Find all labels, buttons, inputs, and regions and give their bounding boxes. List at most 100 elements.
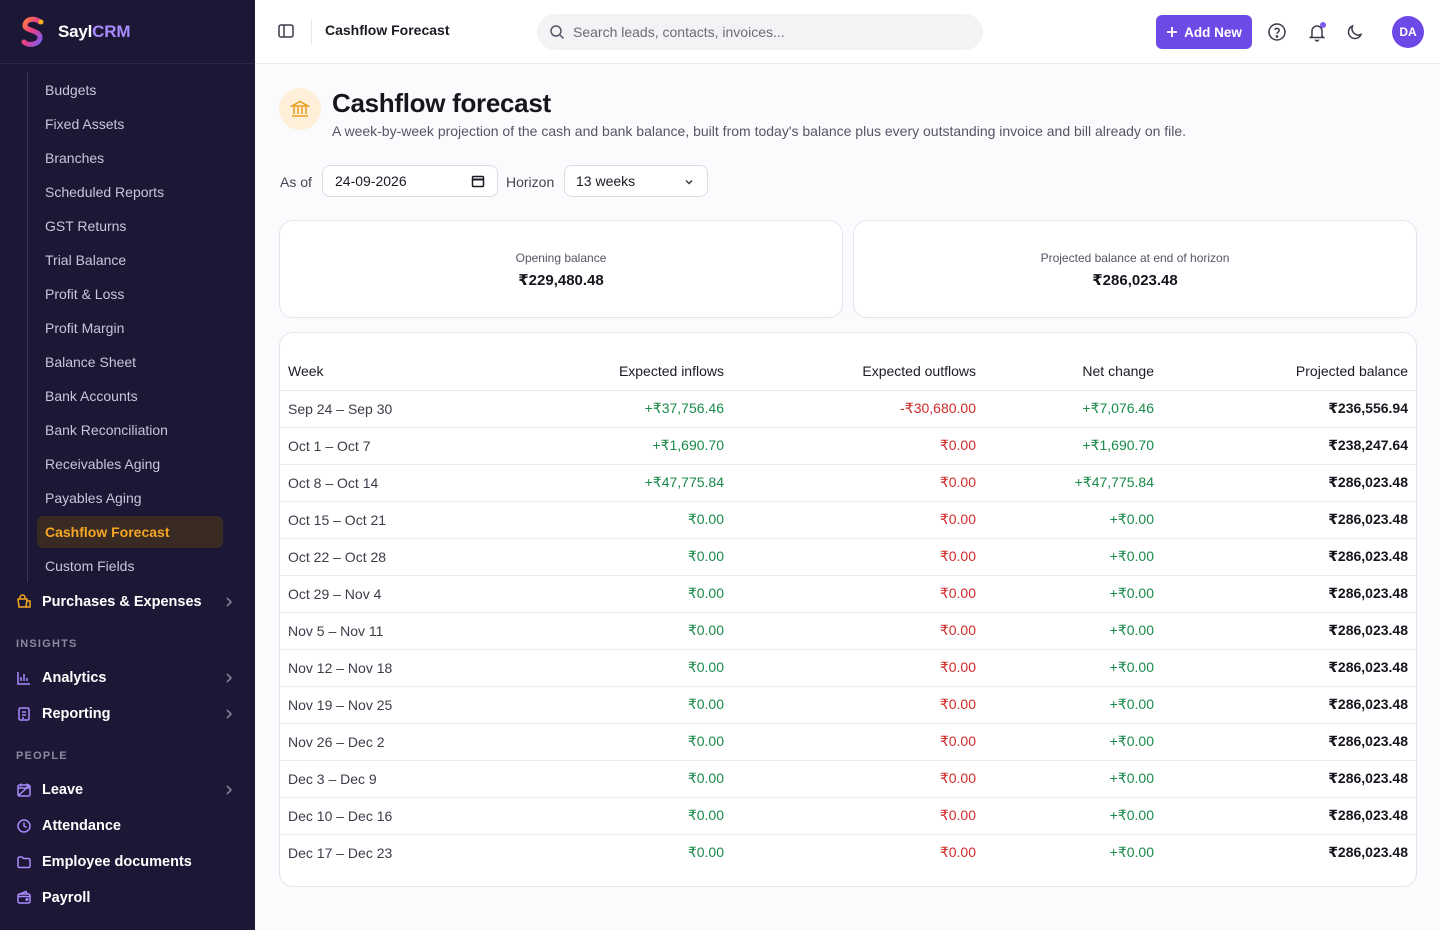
chevron-right-icon — [226, 597, 233, 607]
section-label-people: PEOPLE — [16, 750, 68, 762]
table-row: Oct 29 – Nov 4 ₹0.00 ₹0.00 +₹0.00 ₹286,023.4… — [280, 575, 1416, 613]
section-label-insights: INSIGHTS — [16, 638, 78, 650]
table-row: Dec 10 – Dec 16 ₹0.00 ₹0.00 +₹0.00 ₹286,023.… — [280, 797, 1416, 835]
sidebar-item-scheduled-reports[interactable]: Scheduled Reports — [45, 184, 165, 200]
user-avatar[interactable]: DA — [1392, 16, 1424, 48]
moon-icon[interactable] — [1345, 22, 1365, 42]
sidebar-item-receivables-aging[interactable]: Receivables Aging — [45, 456, 161, 472]
chevron-down-icon — [685, 179, 693, 185]
cell-projected-balance: ₹286,023.48 — [1162, 575, 1416, 613]
nav-leave[interactable]: Leave — [16, 774, 240, 806]
search-bar[interactable] — [537, 14, 983, 50]
cell-net-change: +₹47,775.84 — [984, 464, 1162, 502]
nav-label: Analytics — [42, 670, 107, 686]
projected-balance-label: Projected balance at end of horizon — [1040, 251, 1230, 265]
nav-label: Attendance — [42, 818, 121, 834]
brand[interactable]: SaylCRM — [18, 14, 130, 50]
brand-divider — [0, 63, 255, 64]
notification-dot — [1320, 22, 1326, 28]
nav-label: Reporting — [42, 706, 111, 722]
forecast-table: Week Expected inflows Expected outflows … — [280, 353, 1416, 871]
topbar-divider — [311, 20, 312, 44]
cell-week: Nov 5 – Nov 11 — [280, 612, 580, 650]
cell-week: Oct 15 – Oct 21 — [280, 501, 580, 539]
nav-payroll[interactable]: Payroll — [16, 882, 240, 914]
cell-net-change: +₹0.00 — [984, 538, 1162, 576]
col-header-projected-balance: Projected balance — [1162, 353, 1416, 391]
chevron-right-icon — [226, 673, 233, 683]
sidebar-item-fixed-assets[interactable]: Fixed Assets — [45, 116, 125, 132]
cell-net-change: +₹7,076.46 — [984, 390, 1162, 428]
sidebar-item-payables-aging[interactable]: Payables Aging — [45, 490, 142, 506]
sidebar-item-balance-sheet[interactable]: Balance Sheet — [45, 354, 137, 370]
topbar: Cashflow Forecast Add New DA — [255, 0, 1440, 64]
cell-week: Dec 10 – Dec 16 — [280, 797, 580, 835]
cell-projected-balance: ₹286,023.48 — [1162, 501, 1416, 539]
cell-projected-balance: ₹286,023.48 — [1162, 538, 1416, 576]
opening-balance-value: ₹229,480.48 — [518, 272, 604, 289]
nav-purchases-expenses[interactable]: Purchases & Expenses — [16, 586, 240, 618]
sidebar-item-bank-accounts[interactable]: Bank Accounts — [45, 388, 138, 404]
cell-week: Nov 12 – Nov 18 — [280, 649, 580, 687]
cell-inflows: +₹37,756.46 — [580, 390, 732, 428]
cell-outflows: ₹0.00 — [732, 686, 984, 724]
sidebar-item-cashflow-forecast[interactable]: Cashflow Forecast — [37, 516, 223, 548]
cell-week: Oct 8 – Oct 14 — [280, 464, 580, 502]
nav-analytics[interactable]: Analytics — [16, 662, 240, 694]
nav-label: Leave — [42, 782, 84, 798]
page-breadcrumb: Cashflow Forecast — [325, 22, 450, 38]
cell-outflows: -₹30,680.00 — [732, 390, 984, 428]
projected-balance-value: ₹286,023.48 — [1092, 272, 1178, 289]
chevron-right-icon — [226, 709, 233, 719]
horizon-select[interactable]: 13 weeks — [564, 165, 708, 197]
submenu-rail — [27, 72, 28, 582]
cell-outflows: ₹0.00 — [732, 575, 984, 613]
add-new-label: Add New — [1184, 24, 1242, 40]
table-row: Nov 19 – Nov 25 ₹0.00 ₹0.00 +₹0.00 ₹286,023.… — [280, 686, 1416, 724]
sidebar-item-gst-returns[interactable]: GST Returns — [45, 218, 127, 234]
col-header-inflows: Expected inflows — [580, 353, 732, 391]
nav-reporting[interactable]: Reporting — [16, 698, 240, 730]
cell-week: Oct 1 – Oct 7 — [280, 427, 580, 465]
cell-inflows: ₹0.00 — [580, 686, 732, 724]
cell-net-change: +₹0.00 — [984, 649, 1162, 687]
cell-net-change: +₹0.00 — [984, 501, 1162, 539]
cell-outflows: ₹0.00 — [939, 844, 976, 861]
cell-week: Oct 22 – Oct 28 — [280, 538, 580, 576]
search-icon — [550, 25, 565, 40]
sidebar-item-profit-loss[interactable]: Profit & Loss — [45, 286, 125, 302]
bell-icon — [1308, 25, 1326, 42]
cell-net-change: +₹0.00 — [984, 723, 1162, 761]
horizon-label: Horizon — [506, 174, 555, 190]
sidebar-item-profit-margin[interactable]: Profit Margin — [45, 320, 125, 336]
table-row: Oct 15 – Oct 21 ₹0.00 ₹0.00 +₹0.00 ₹286,023.… — [280, 501, 1416, 539]
sidebar-item-budgets[interactable]: Budgets — [45, 82, 97, 98]
table-row: Oct 22 – Oct 28 ₹0.00 ₹0.00 +₹0.00 ₹286,023.… — [280, 538, 1416, 576]
cell-outflows: ₹0.00 — [732, 501, 984, 539]
cell-inflows: ₹0.00 — [580, 575, 732, 613]
shopping-bag-icon — [16, 594, 32, 610]
sidebar-item-trial-balance[interactable]: Trial Balance — [45, 252, 127, 268]
col-header-outflows: Expected outflows — [732, 353, 984, 391]
page-subtitle: A week-by-week projection of the cash an… — [332, 123, 1187, 139]
help-icon[interactable] — [1267, 22, 1287, 42]
notifications-button[interactable] — [1307, 22, 1327, 42]
nav-attendance[interactable]: Attendance — [16, 810, 240, 842]
nav-employee-documents[interactable]: Employee documents — [16, 846, 240, 878]
add-new-button[interactable]: Add New — [1156, 15, 1252, 49]
cell-week: Nov 26 – Dec 2 — [280, 723, 580, 761]
sidebar-toggle-icon[interactable] — [277, 22, 295, 40]
calendar-off-icon — [16, 782, 32, 798]
cell-week: Nov 19 – Nov 25 — [280, 686, 580, 724]
forecast-table-card: Week Expected inflows Expected outflows … — [279, 332, 1417, 887]
sidebar-item-bank-reconciliation[interactable]: Bank Reconciliation — [45, 422, 168, 438]
cell-inflows: ₹0.00 — [580, 538, 732, 576]
sidebar-item-custom-fields[interactable]: Custom Fields — [45, 558, 135, 574]
sidebar-item-branches[interactable]: Branches — [45, 150, 105, 166]
col-header-week: Week — [280, 353, 580, 391]
calendar-icon — [471, 175, 485, 188]
table-header-row: Week Expected inflows Expected outflows … — [280, 353, 1416, 391]
as-of-date-input[interactable]: 24-09-2026 — [322, 165, 498, 197]
cell-projected-balance: ₹286,023.48 — [1162, 686, 1416, 724]
search-input[interactable] — [573, 24, 953, 40]
